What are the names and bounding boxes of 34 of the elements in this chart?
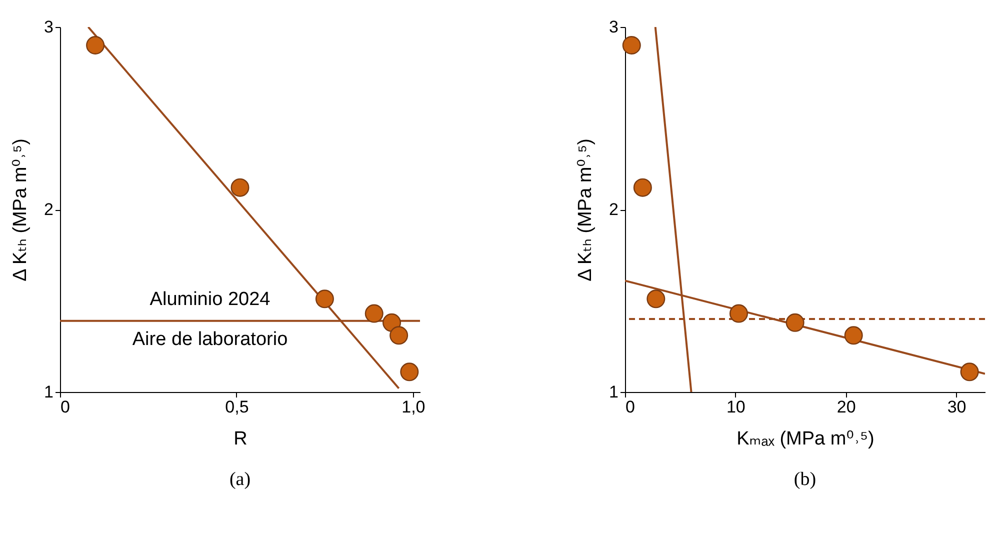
x-tick-label: 0,5	[225, 398, 249, 416]
y-axis-title: Δ Kₜₕ (MPa m⁰˒⁵)	[575, 138, 596, 282]
point	[315, 290, 334, 308]
annotation: Aluminio 2024	[150, 289, 271, 310]
y-tick-label: 3	[609, 18, 618, 36]
annotation: Aire de laboratorio	[132, 329, 288, 350]
x-axis-title: Kₘₐₓ (MPa m⁰˒⁵)	[736, 428, 874, 450]
y-tick-label: 1	[609, 382, 618, 402]
y-tick-label: 1	[44, 382, 54, 402]
x-tick-label: 30	[947, 398, 966, 416]
point	[390, 326, 408, 345]
y-tick-label: 3	[44, 18, 54, 36]
point	[86, 36, 105, 54]
x-axis-title: R	[234, 428, 248, 450]
x-tick-label: 0	[60, 398, 70, 416]
point	[230, 178, 250, 197]
point	[633, 178, 652, 197]
point	[400, 362, 419, 382]
point	[364, 304, 384, 323]
x-tick-label: 1,0	[402, 398, 426, 416]
y-axis-title: Δ Kₜₕ (MPa m⁰˒⁵)	[10, 138, 32, 282]
x-tick-label: 0	[626, 398, 635, 416]
y-tick-label: 2	[609, 200, 618, 219]
text: (a)	[229, 469, 251, 490]
point	[622, 36, 641, 54]
x-tick-label: 10	[726, 398, 746, 416]
y-tick-label: 2	[44, 200, 54, 219]
x-tick-label: 20	[836, 398, 856, 416]
point	[844, 326, 863, 345]
point	[786, 313, 804, 332]
point	[646, 290, 666, 308]
text: (b)	[794, 469, 816, 490]
point	[960, 362, 979, 382]
point	[729, 304, 748, 323]
